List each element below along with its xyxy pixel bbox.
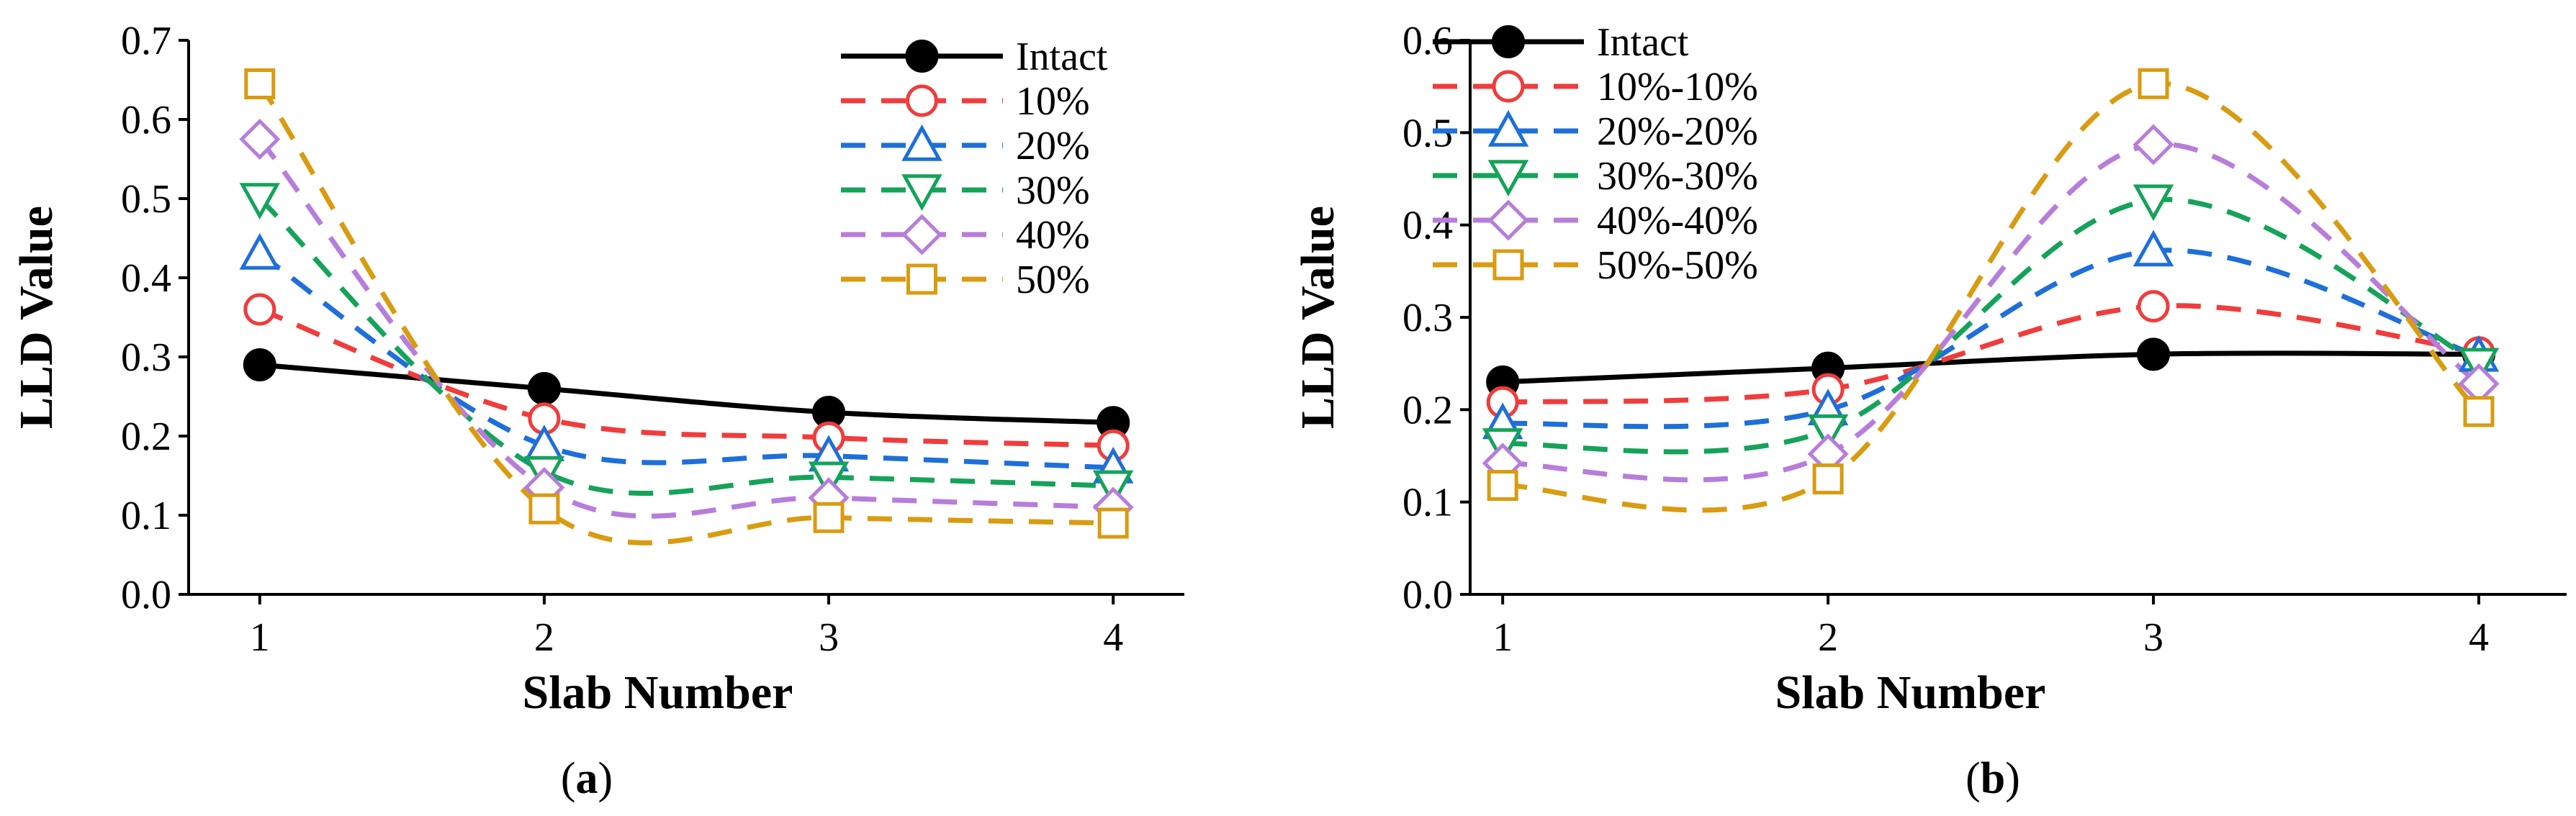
legend-marker-40%-40%	[1487, 199, 1529, 241]
legend-label-30%-30%: 30%-30%	[1597, 154, 1758, 199]
legend-label-20%: 20%	[1016, 124, 1090, 168]
data-point-50%-50%-1	[1487, 470, 1518, 502]
legend-label-40%: 40%	[1016, 213, 1090, 258]
legend-marker-20%	[901, 124, 942, 161]
x-axis-title: Slab Number	[1775, 666, 2046, 719]
series-line-10%-10%	[1503, 303, 2480, 405]
y-tick-label: 0.2	[1402, 388, 1453, 432]
data-point-10%-10%-3	[2137, 290, 2170, 323]
legend-marker-30%	[901, 174, 942, 212]
series-line-50%-50%	[1503, 81, 2481, 513]
legend-label-Intact: Intact	[1016, 35, 1108, 79]
data-point-50%-2	[528, 493, 560, 525]
y-tick-label: 0.0	[1402, 573, 1453, 617]
legend-label-40%-40%: 40%-40%	[1597, 199, 1758, 243]
series-line-40%-40%	[1503, 142, 2481, 483]
legend-marker-30%-30%	[1487, 160, 1529, 197]
data-point-50%-1	[244, 68, 276, 99]
legend-marker-Intact	[1492, 25, 1525, 58]
series-line-50%	[257, 82, 1114, 545]
x-tick-label: 1	[250, 615, 270, 660]
figure-caption: (a)	[561, 754, 613, 803]
legend-marker-10%-10%	[1492, 70, 1525, 103]
data-point-40%-1	[239, 118, 281, 160]
data-point-50%-50%-2	[1812, 463, 1844, 495]
legend: Intact10%-10%20%-20%30%-30%40%-40%50%-50…	[1433, 20, 1758, 288]
legend-label-10%-10%: 10%-10%	[1597, 65, 1758, 109]
data-point-50%-3	[813, 502, 845, 533]
data-point-50%-4	[1097, 507, 1129, 539]
data-point-Intact-3	[2137, 337, 2171, 371]
legend-label-50%-50%: 50%-50%	[1597, 243, 1758, 288]
legend-label-50%: 50%	[1016, 258, 1090, 302]
x-tick-label: 4	[1103, 615, 1123, 660]
x-tick-label: 3	[2143, 615, 2163, 660]
y-tick-label: 0.7	[121, 19, 171, 63]
series-line-40%	[258, 137, 1114, 519]
legend-marker-50%-50%	[1492, 249, 1524, 281]
data-point-10%-1	[243, 293, 276, 326]
series-line-30%	[258, 196, 1114, 496]
y-axis-title: LLD Value	[10, 206, 63, 429]
series-line-Intact	[259, 362, 1114, 425]
legend-marker-50%	[906, 263, 937, 295]
y-tick-label: 0.0	[121, 573, 171, 617]
y-tick-label: 0.1	[121, 494, 171, 538]
series-line-20%	[258, 252, 1114, 471]
figure-caption: (b)	[1965, 754, 2020, 803]
x-tick-label: 2	[534, 615, 554, 660]
data-point-20%-2	[523, 425, 565, 461]
y-tick-label: 0.1	[1402, 481, 1453, 525]
data-point-50%-50%-3	[2138, 68, 2169, 99]
x-tick-label: 2	[1818, 615, 1838, 660]
data-point-30%-30%-2	[1807, 414, 1849, 451]
legend-marker-Intact	[905, 40, 939, 73]
data-point-Intact-2	[527, 372, 561, 405]
y-tick-label: 0.3	[121, 335, 171, 380]
y-tick-label: 0.3	[1402, 296, 1453, 340]
data-point-20%-1	[239, 232, 281, 270]
x-tick-label: 1	[1492, 615, 1513, 660]
data-point-30%-1	[239, 183, 281, 220]
x-axis-title: Slab Number	[523, 666, 793, 719]
data-point-Intact-1	[243, 348, 276, 381]
data-point-30%-30%-3	[2133, 184, 2174, 222]
chart-a: 0.0 0.1 0.2 0.3 0.4 0.5 0.6 0.7 1 2 3 4 Slab Number L…	[10, 19, 1184, 803]
legend-label-20%-20%: 20%-20%	[1597, 109, 1758, 154]
x-tick-label: 3	[819, 615, 839, 660]
legend-marker-20%-20%	[1487, 109, 1529, 147]
data-point-50%-50%-4	[2463, 396, 2495, 427]
data-point-20%-20%-3	[2133, 230, 2174, 267]
data-point-40%-40%-3	[2133, 124, 2174, 166]
legend-marker-10%	[906, 84, 938, 117]
y-tick-label: 0.2	[121, 414, 171, 459]
y-tick-label: 0.5	[121, 177, 171, 222]
y-axis-title: LLD Value	[1292, 206, 1344, 429]
y-tick-label: 0.6	[121, 98, 171, 142]
series-line-Intact	[1503, 350, 2479, 385]
legend-label-10%: 10%	[1016, 79, 1090, 124]
x-tick-label: 4	[2469, 615, 2489, 660]
legend-label-Intact: Intact	[1597, 20, 1689, 65]
legend-marker-40%	[901, 214, 943, 255]
y-tick-label: 0.4	[121, 256, 171, 301]
series-line-10%	[258, 307, 1114, 448]
series-line-30%-30%	[1503, 196, 2480, 455]
y-tick-label: 0.4	[1402, 204, 1453, 248]
legend-label-30%: 30%	[1016, 168, 1090, 213]
